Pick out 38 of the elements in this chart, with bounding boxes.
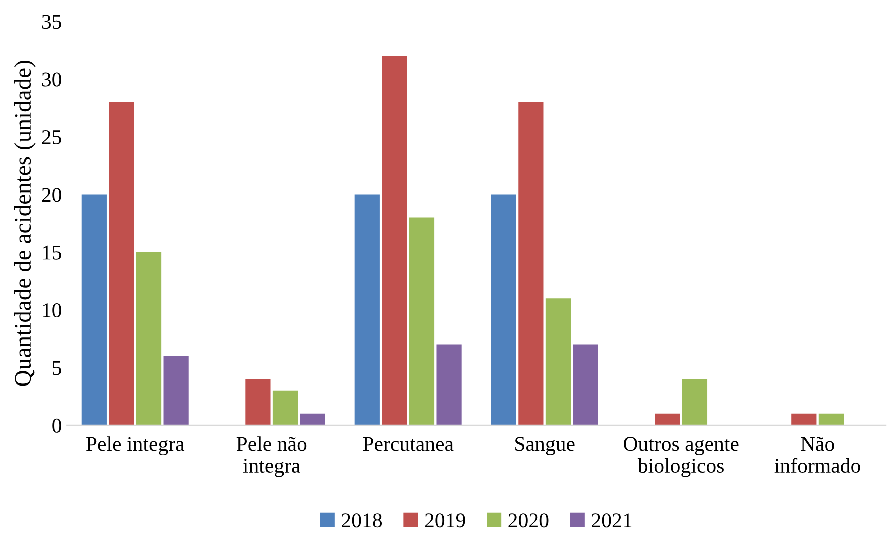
bar — [382, 56, 408, 426]
bar — [792, 414, 817, 426]
bar — [409, 218, 435, 426]
bar — [354, 194, 380, 426]
x-tick-label: Pele integra — [86, 436, 185, 456]
bar — [491, 194, 516, 426]
bar — [164, 356, 189, 426]
y-tick-label: 5 — [53, 361, 62, 376]
legend-label: 2019 — [425, 514, 466, 528]
y-tick-label: 15 — [43, 246, 62, 260]
y-tick-label: 25 — [42, 130, 62, 144]
bar — [109, 102, 134, 426]
bar — [436, 344, 462, 426]
x-tick-label: Outros agente biologicos — [624, 437, 739, 478]
x-tick-label: Não informado — [774, 437, 860, 474]
bar — [682, 379, 708, 426]
bar — [136, 252, 162, 426]
y-tick-label: 10 — [43, 303, 62, 318]
y-tick-label: 30 — [42, 72, 62, 87]
x-tick-label: Percutanea — [363, 437, 454, 452]
legend-label: 2020 — [508, 514, 549, 528]
legend-label: 2018 — [342, 514, 382, 528]
bar — [246, 379, 271, 426]
bar — [546, 298, 572, 426]
bar — [272, 390, 298, 426]
x-tick-label: Pele não integra — [236, 436, 307, 478]
y-tick-label: 20 — [42, 188, 62, 202]
bar — [82, 194, 107, 426]
bar — [573, 344, 598, 426]
y-tick-label: 0 — [52, 418, 62, 433]
legend-label: 2021 — [592, 514, 632, 528]
y-tick-label: 35 — [42, 15, 62, 30]
bar — [518, 102, 544, 426]
bar — [300, 414, 326, 426]
bar — [818, 414, 844, 426]
bar — [655, 414, 680, 426]
x-tick-label: Sangue — [516, 437, 575, 456]
y-axis-title: Quantidade de acidentes (unidade) — [14, 61, 36, 386]
